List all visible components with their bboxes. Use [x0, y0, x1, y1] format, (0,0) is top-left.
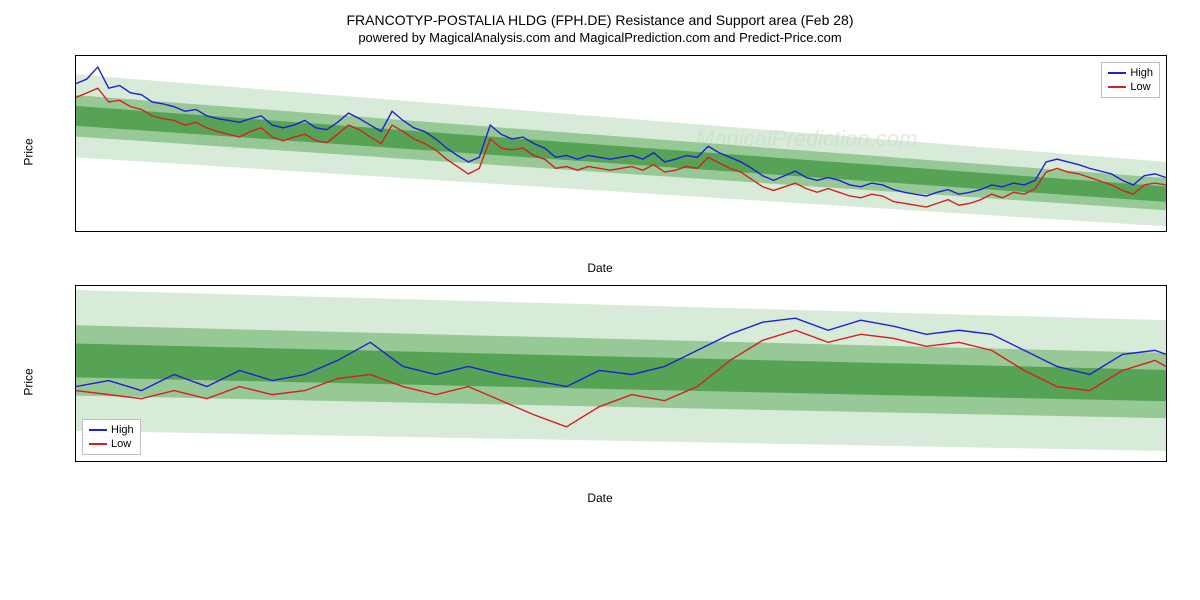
x-tick-mark	[97, 231, 98, 232]
x-tick-mark	[926, 461, 927, 462]
x-tick-label: 2025-03	[1146, 231, 1167, 232]
legend-label-low-1: Low	[1130, 81, 1150, 93]
y-axis-label-1: Price	[22, 138, 36, 165]
x-tick-label: 2024-09	[841, 231, 881, 232]
x-tick-label: 2024-11	[950, 231, 990, 232]
x-tick-mark	[675, 461, 676, 462]
x-tick-label: 2024-01	[405, 231, 445, 232]
x-tick-mark	[424, 231, 425, 232]
legend-swatch-low-2	[89, 443, 107, 445]
x-tick-mark	[1155, 461, 1156, 462]
x-tick-label: 2025-02	[906, 461, 946, 462]
x-tick-label: 2024-03	[514, 231, 554, 232]
legend-label-low-2: Low	[111, 438, 131, 450]
x-tick-label: 2025-01	[1059, 231, 1099, 232]
chart-title: FRANCOTYP-POSTALIA HLDG (FPH.DE) Resista…	[10, 12, 1190, 28]
x-tick-mark	[533, 231, 534, 232]
x-tick-label: 2024-05	[623, 231, 663, 232]
legend-swatch-high-2	[89, 429, 107, 431]
x-tick-mark	[1078, 231, 1079, 232]
y-axis-label-2: Price	[22, 368, 36, 395]
x-tick-label: 2024-07	[732, 231, 772, 232]
x-tick-mark	[860, 231, 861, 232]
x-axis-label-2: Date	[587, 491, 612, 505]
x-tick-mark	[969, 231, 970, 232]
x-tick-label: 2023-07	[78, 231, 118, 232]
x-tick-mark	[141, 461, 142, 462]
x-tick-label: 2023-11	[296, 231, 336, 232]
x-tick-mark	[206, 231, 207, 232]
legend-label-high-2: High	[111, 424, 134, 436]
legend-row-low-1: Low	[1108, 80, 1153, 94]
legend-row-high-1: High	[1108, 66, 1153, 80]
top-plot-area: MagicalAnalysis.com MagicalPrediction.co…	[75, 55, 1167, 232]
x-tick-label: 2024-12	[383, 461, 423, 462]
x-tick-mark	[315, 231, 316, 232]
legend-label-high-1: High	[1130, 67, 1153, 79]
legend-swatch-low-1	[1108, 86, 1126, 88]
x-tick-mark	[642, 231, 643, 232]
x-tick-label: 2025-01	[655, 461, 695, 462]
chart-subtitle: powered by MagicalAnalysis.com and Magic…	[10, 30, 1190, 45]
x-tick-label: 2025-03	[1135, 461, 1167, 462]
bottom-chart-svg	[76, 286, 1166, 461]
top-chart: Price MagicalAnalysis.com MagicalPredict…	[20, 55, 1180, 275]
x-tick-label: 2024-11	[122, 461, 162, 462]
bottom-chart: Price MagicalAnalysis.com MagicalPredict…	[20, 285, 1180, 505]
x-tick-mark	[1166, 231, 1167, 232]
x-axis-label-1: Date	[587, 261, 612, 275]
legend-row-high-2: High	[89, 423, 134, 437]
x-tick-mark	[751, 231, 752, 232]
legend-2: High Low	[82, 419, 141, 455]
bottom-plot-area: MagicalAnalysis.com MagicalPrediction.co…	[75, 285, 1167, 462]
legend-row-low-2: Low	[89, 437, 134, 451]
legend-swatch-high-1	[1108, 72, 1126, 74]
x-tick-label: 2023-09	[187, 231, 227, 232]
x-tick-mark	[403, 461, 404, 462]
legend-1: High Low	[1101, 62, 1160, 98]
top-chart-svg	[76, 56, 1166, 231]
